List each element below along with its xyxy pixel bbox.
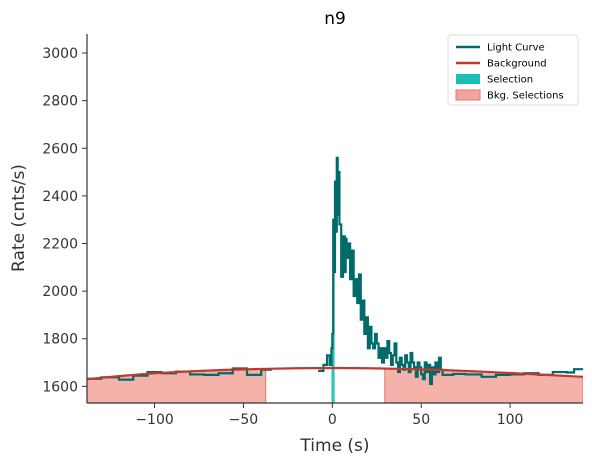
legend-swatch (456, 74, 480, 84)
x-axis-ticks: −100 −50 0 50 100 (135, 403, 523, 428)
background-model-line (87, 366, 583, 381)
plot-area (87, 156, 583, 403)
legend-label: Bkg. Selections (487, 91, 564, 102)
axes: −100 −50 0 50 100 1600 1800 2000 2200 2400 2600 28… (42, 34, 583, 428)
y-tick-label: 2200 (42, 236, 78, 252)
legend-label: Selection (487, 75, 533, 86)
legend: Light Curve Background Selection Bkg. Selec… (447, 34, 579, 106)
x-tick-label: 50 (412, 412, 430, 428)
x-tick-label: 0 (328, 412, 337, 428)
legend-swatch (455, 89, 481, 101)
y-tick-label: 2400 (42, 189, 78, 205)
chart-title: n9 (324, 9, 346, 29)
y-axis-ticks: 1600 1800 2000 2200 2400 2600 2800 3000 (42, 46, 87, 395)
y-axis-title: Rate (cnts/s) (9, 164, 29, 272)
x-tick-label: 100 (497, 412, 524, 428)
legend-frame (447, 34, 579, 106)
y-tick-label: 2000 (42, 284, 78, 300)
light-curve-line (87, 156, 583, 386)
y-tick-label: 1600 (42, 379, 78, 395)
x-tick-label: −50 (229, 412, 259, 428)
legend-label: Light Curve (487, 43, 545, 54)
y-tick-label: 1800 (42, 332, 78, 348)
legend-items: Light Curve Background Selection Bkg. Selec… (455, 43, 564, 102)
y-tick-label: 2600 (42, 141, 78, 157)
y-tick-label: 2800 (42, 94, 78, 110)
x-tick-label: −100 (135, 412, 173, 428)
y-tick-label: 3000 (42, 46, 78, 62)
legend-label: Background (487, 59, 547, 70)
x-axis-title: Time (s) (299, 436, 369, 456)
